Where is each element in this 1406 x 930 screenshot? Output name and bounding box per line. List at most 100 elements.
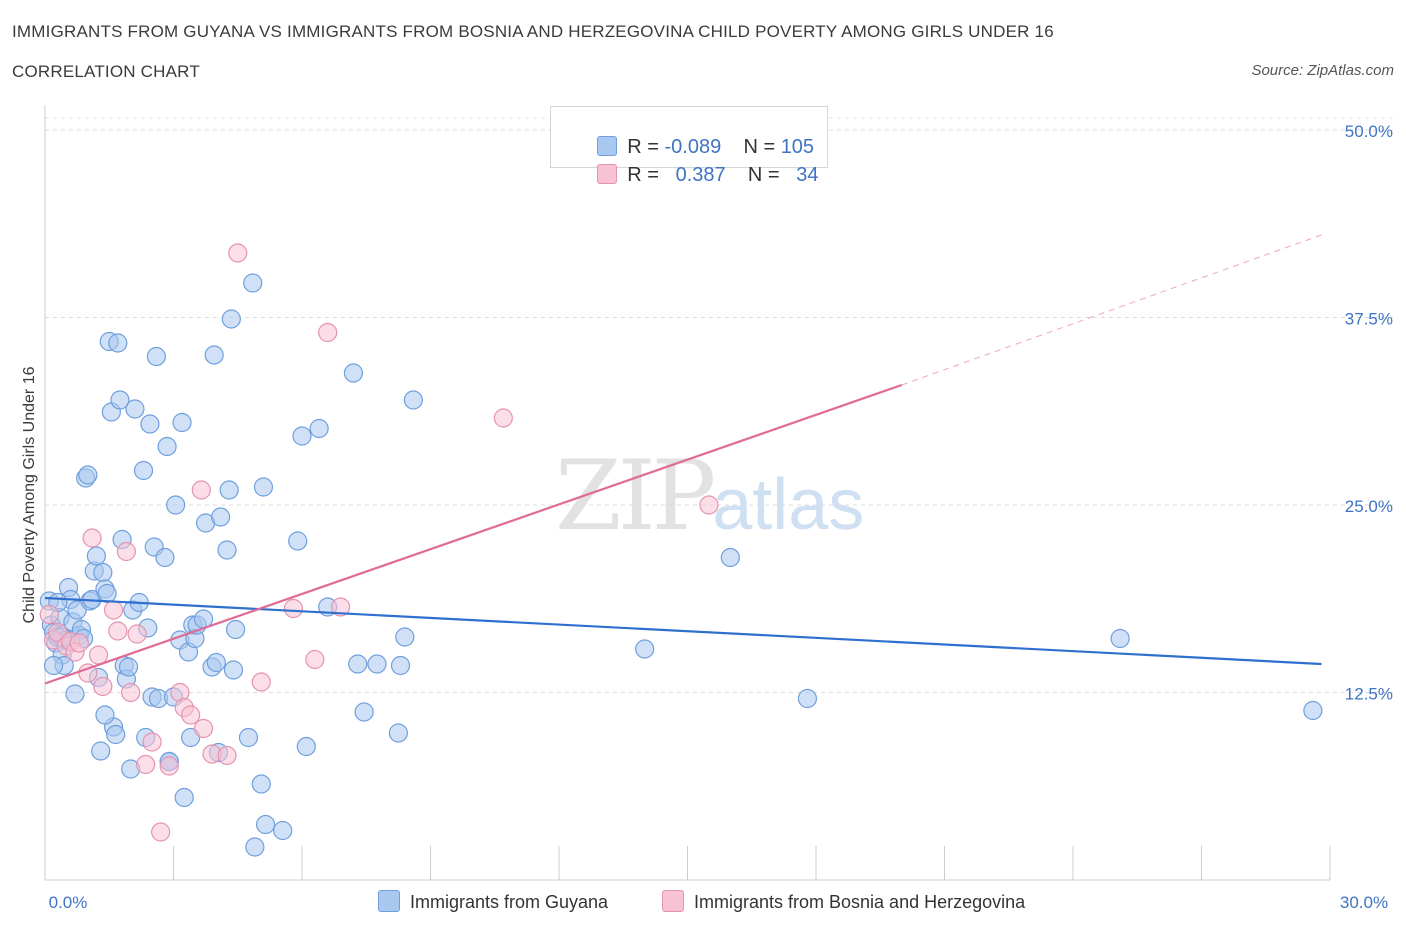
point-guyana <box>86 546 107 566</box>
point-guyana <box>106 724 126 745</box>
point-bosnia <box>217 745 237 766</box>
point-bosnia <box>82 528 102 548</box>
point-guyana <box>174 787 194 808</box>
point-guyana <box>140 414 160 434</box>
point-guyana <box>125 399 145 419</box>
x-tick-label: 30.0% <box>1340 893 1388 912</box>
series-swatch-bosnia <box>662 890 684 912</box>
point-guyana <box>390 655 411 676</box>
point-guyana <box>395 627 415 647</box>
point-guyana <box>217 540 237 560</box>
series-swatch-guyana <box>378 890 400 912</box>
point-bosnia <box>103 600 124 620</box>
point-bosnia <box>116 541 136 562</box>
legend-row-bosnia: R = 0.387 N = 34 <box>575 141 819 186</box>
point-guyana <box>206 652 226 673</box>
point-guyana <box>93 562 113 583</box>
point-guyana <box>219 480 239 500</box>
point-guyana <box>292 426 312 446</box>
point-bosnia <box>159 756 179 776</box>
point-guyana <box>238 727 259 748</box>
point-bosnia <box>181 705 201 725</box>
point-guyana <box>288 531 308 551</box>
point-guyana <box>166 495 186 515</box>
point-bosnia <box>318 322 338 343</box>
point-guyana <box>172 412 192 433</box>
y-tick-label: 50.0% <box>1345 122 1393 141</box>
point-guyana <box>1303 700 1323 721</box>
point-bosnia <box>191 480 211 500</box>
point-guyana <box>95 705 115 725</box>
source-credit: Source: ZipAtlas.com <box>1251 62 1394 79</box>
point-bosnia <box>193 718 214 739</box>
trend-line-bosnia <box>44 383 903 685</box>
point-guyana <box>343 363 363 383</box>
point-bosnia <box>69 633 89 653</box>
legend-swatch-guyana <box>597 136 618 156</box>
series-label-bosnia: Immigrants from Bosnia and Herzegovina <box>694 892 1026 912</box>
series-legend-guyana: Immigrants from Guyana <box>378 890 608 913</box>
data-points <box>39 243 1323 857</box>
point-guyana <box>108 333 128 353</box>
point-guyana <box>245 837 265 857</box>
legend-row-guyana: R = -0.089 N = 105 <box>575 113 814 158</box>
point-guyana <box>43 655 64 676</box>
point-bosnia <box>330 597 351 617</box>
point-bosnia <box>108 621 128 641</box>
trend-line-bosnia-extension <box>901 234 1322 386</box>
point-bosnia <box>93 676 113 697</box>
series-legend-bosnia: Immigrants from Bosnia and Herzegovina <box>662 890 1025 913</box>
point-guyana <box>720 547 740 568</box>
series-label-guyana: Immigrants from Guyana <box>410 892 609 912</box>
y-axis-label: Child Poverty Among Girls Under 16 <box>21 366 38 623</box>
legend-n-value-bosnia: 34 <box>796 164 819 186</box>
point-bosnia <box>151 822 171 842</box>
y-tick-label: 25.0% <box>1345 497 1393 516</box>
legend-n-label: N = <box>743 136 776 158</box>
legend-r-label: R = <box>627 136 659 158</box>
point-guyana <box>97 583 117 604</box>
point-guyana <box>226 619 246 640</box>
point-guyana <box>354 702 374 722</box>
point-guyana <box>65 684 85 704</box>
point-guyana <box>211 507 231 527</box>
point-bosnia <box>121 682 141 703</box>
legend-r-value-bosnia: 0.387 <box>675 164 726 186</box>
point-bosnia <box>127 624 147 644</box>
legend-swatch-bosnia <box>597 164 618 184</box>
y-tick-label: 12.5% <box>1345 685 1393 704</box>
legend-n-label: N = <box>747 164 780 186</box>
point-guyana <box>296 736 316 757</box>
point-bosnia <box>142 732 162 752</box>
point-guyana <box>157 436 177 457</box>
legend-r-label: R = <box>627 164 659 186</box>
point-bosnia <box>136 754 156 775</box>
point-bosnia <box>699 495 719 515</box>
x-tick-label: 0.0% <box>49 893 88 912</box>
point-guyana <box>255 814 276 835</box>
correlation-legend: R = -0.089 N = 105 R = 0.387 N = 34 <box>550 106 828 186</box>
point-guyana <box>367 654 387 674</box>
point-bosnia <box>78 663 98 683</box>
chart-subtitle: CORRELATION CHART <box>12 62 200 81</box>
point-guyana <box>133 460 154 481</box>
point-guyana <box>251 774 271 794</box>
point-bosnia <box>283 598 304 619</box>
point-guyana <box>78 465 98 485</box>
point-guyana <box>221 309 241 329</box>
trend-lines <box>44 234 1322 685</box>
point-guyana <box>204 345 224 365</box>
point-bosnia <box>39 604 59 625</box>
point-guyana <box>797 688 818 709</box>
axes <box>44 105 1331 881</box>
point-guyana <box>146 346 166 367</box>
point-bosnia <box>305 649 325 670</box>
point-guyana <box>635 639 655 659</box>
point-guyana <box>309 418 329 439</box>
point-guyana <box>273 820 293 841</box>
point-bosnia <box>88 645 109 665</box>
point-guyana <box>223 660 244 680</box>
point-guyana <box>388 723 408 743</box>
legend-r-value-guyana: -0.089 <box>664 136 722 158</box>
point-guyana <box>110 390 130 410</box>
